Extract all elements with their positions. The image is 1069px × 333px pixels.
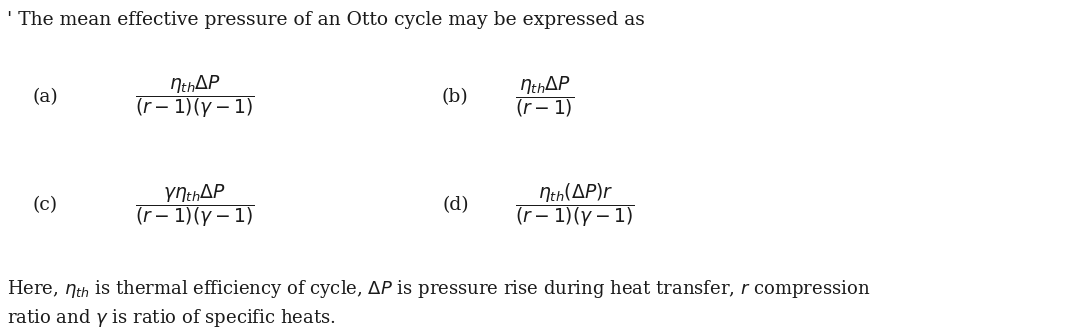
Text: (b): (b) [441, 88, 468, 106]
Text: (a): (a) [32, 88, 58, 106]
Text: ratio and $\gamma$ is ratio of specific heats.: ratio and $\gamma$ is ratio of specific … [6, 307, 336, 329]
Text: $\dfrac{\eta_{th}\Delta P}{(r-1)(\gamma-1)}$: $\dfrac{\eta_{th}\Delta P}{(r-1)(\gamma-… [135, 74, 254, 120]
Text: (c): (c) [33, 196, 58, 214]
Text: ' The mean effective pressure of an Otto cycle may be expressed as: ' The mean effective pressure of an Otto… [6, 11, 645, 29]
Text: Here, $\eta_{th}$ is thermal efficiency of cycle, $\Delta P$ is pressure rise du: Here, $\eta_{th}$ is thermal efficiency … [6, 278, 870, 300]
Text: $\dfrac{\gamma\eta_{th}\Delta P}{(r-1)(\gamma-1)}$: $\dfrac{\gamma\eta_{th}\Delta P}{(r-1)(\… [135, 182, 254, 229]
Text: (d): (d) [443, 196, 468, 214]
Text: $\dfrac{\eta_{th}(\Delta P)r}{(r-1)(\gamma-1)}$: $\dfrac{\eta_{th}(\Delta P)r}{(r-1)(\gam… [515, 181, 635, 229]
Text: $\dfrac{\eta_{th}\Delta P}{(r-1)}$: $\dfrac{\eta_{th}\Delta P}{(r-1)}$ [515, 75, 574, 119]
